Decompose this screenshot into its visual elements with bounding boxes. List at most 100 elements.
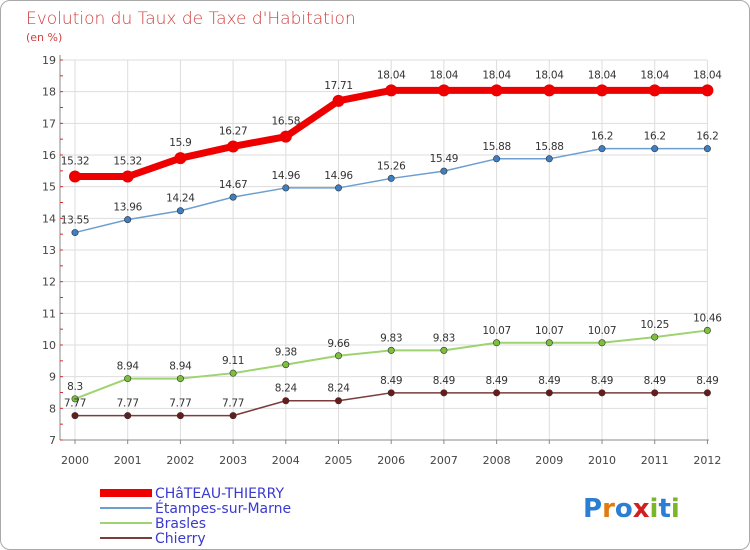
data-label: 15.32 bbox=[113, 156, 142, 168]
x-tick-label: 2006 bbox=[377, 454, 405, 467]
data-label: 10.07 bbox=[535, 325, 564, 337]
y-tick-label: 8 bbox=[49, 402, 56, 415]
data-label: 8.49 bbox=[433, 375, 455, 387]
series-point bbox=[71, 412, 79, 420]
data-label: 16.2 bbox=[591, 131, 613, 143]
axes: 7 8 9 10 11 12 13 14 15 16 17 18 19 2000 2001 2002 2003 2… bbox=[42, 54, 721, 467]
series-point bbox=[227, 140, 240, 153]
series-point bbox=[703, 389, 711, 397]
x-tick-label: 2001 bbox=[114, 454, 142, 467]
series-point bbox=[598, 389, 606, 397]
series-point bbox=[385, 84, 398, 97]
series-point bbox=[651, 389, 659, 397]
logo-letter: i bbox=[650, 494, 659, 524]
series-point bbox=[334, 352, 342, 360]
series-point bbox=[229, 193, 237, 201]
series-point bbox=[176, 207, 184, 215]
legend-label: Chierry bbox=[155, 531, 206, 547]
data-label: 9.38 bbox=[275, 347, 297, 359]
x-tick-label: 2011 bbox=[641, 454, 669, 467]
series-point bbox=[651, 145, 659, 153]
series-point bbox=[282, 184, 290, 192]
data-label: 14.96 bbox=[324, 170, 353, 182]
legend-label: CHâTEAU-THIERRY bbox=[155, 486, 284, 502]
series-point bbox=[387, 174, 395, 182]
series-point bbox=[229, 412, 237, 420]
data-label: 8.49 bbox=[486, 375, 508, 387]
data-label: 8.49 bbox=[696, 375, 718, 387]
series-point bbox=[703, 145, 711, 153]
data-label: 8.24 bbox=[327, 383, 350, 395]
data-label: 7.77 bbox=[169, 398, 191, 410]
series-point bbox=[490, 84, 503, 97]
series-point bbox=[701, 84, 714, 97]
chart-subtitle: (en %) bbox=[26, 31, 62, 44]
series-point bbox=[493, 155, 501, 163]
series-point bbox=[124, 412, 132, 420]
series-point bbox=[332, 94, 345, 107]
data-label: 18.04 bbox=[430, 69, 459, 81]
series-point bbox=[282, 361, 290, 369]
series-point bbox=[71, 229, 79, 237]
series-point bbox=[279, 130, 292, 143]
data-label: 9.11 bbox=[222, 355, 244, 367]
data-label: 18.04 bbox=[377, 69, 406, 81]
data-label: 18.04 bbox=[482, 69, 511, 81]
data-label: 13.55 bbox=[61, 215, 90, 227]
series-point bbox=[440, 346, 448, 354]
data-labels: 15.32 15.32 15.9 16.27 16.58 17.71 18.04 18.04 1… bbox=[61, 69, 723, 409]
data-label: 13.96 bbox=[113, 202, 142, 214]
x-tick-label: 2004 bbox=[272, 454, 300, 467]
logo-letter: x bbox=[633, 494, 650, 524]
data-label: 9.83 bbox=[380, 332, 402, 344]
data-label: 7.77 bbox=[64, 398, 86, 410]
data-label: 15.9 bbox=[169, 137, 191, 149]
series-point bbox=[493, 389, 501, 397]
series-point bbox=[545, 339, 553, 347]
data-label: 16.58 bbox=[272, 116, 301, 128]
series-point bbox=[124, 216, 132, 224]
x-tick-label: 2007 bbox=[430, 454, 458, 467]
data-label: 15.88 bbox=[482, 141, 511, 153]
y-tick-label: 18 bbox=[42, 86, 56, 99]
data-label: 8.24 bbox=[275, 383, 298, 395]
y-tick-label: 15 bbox=[42, 181, 56, 194]
series-point bbox=[282, 397, 290, 405]
y-tick-label: 10 bbox=[42, 339, 56, 352]
series-point bbox=[124, 375, 132, 383]
x-tick-label: 2002 bbox=[166, 454, 194, 467]
data-label: 17.71 bbox=[324, 80, 353, 92]
proxiti-logo: Proxiti bbox=[583, 494, 680, 524]
data-label: 16.27 bbox=[219, 125, 248, 137]
y-tick-label: 7 bbox=[49, 434, 56, 447]
x-tick-label: 2005 bbox=[325, 454, 353, 467]
y-tick-label: 12 bbox=[42, 276, 56, 289]
data-label: 10.07 bbox=[588, 325, 617, 337]
x-tick-label: 2012 bbox=[693, 454, 721, 467]
legend: CHâTEAU-THIERRYÉtampes-sur-MarneBraslesC… bbox=[100, 486, 291, 547]
data-label: 15.26 bbox=[377, 160, 406, 172]
series-point bbox=[69, 170, 81, 183]
series-point bbox=[703, 326, 711, 334]
data-label: 10.07 bbox=[482, 325, 511, 337]
data-label: 18.04 bbox=[588, 69, 617, 81]
series-point bbox=[387, 346, 395, 354]
series-point bbox=[648, 84, 661, 97]
data-label: 14.96 bbox=[272, 170, 301, 182]
series-point bbox=[651, 333, 659, 341]
y-tick-label: 17 bbox=[42, 117, 56, 130]
series-point bbox=[598, 145, 606, 153]
data-label: 8.94 bbox=[169, 361, 192, 373]
data-label: 15.49 bbox=[430, 153, 459, 165]
x-tick-label: 2010 bbox=[588, 454, 616, 467]
series-point bbox=[440, 389, 448, 397]
series-point bbox=[437, 84, 450, 97]
series-point bbox=[71, 395, 79, 403]
data-label: 8.49 bbox=[644, 375, 666, 387]
data-label: 15.88 bbox=[535, 141, 564, 153]
series-point bbox=[229, 369, 237, 377]
y-tick-label: 11 bbox=[42, 307, 56, 320]
data-label: 9.66 bbox=[327, 338, 350, 350]
data-label: 8.49 bbox=[591, 375, 613, 387]
series-point bbox=[598, 339, 606, 347]
